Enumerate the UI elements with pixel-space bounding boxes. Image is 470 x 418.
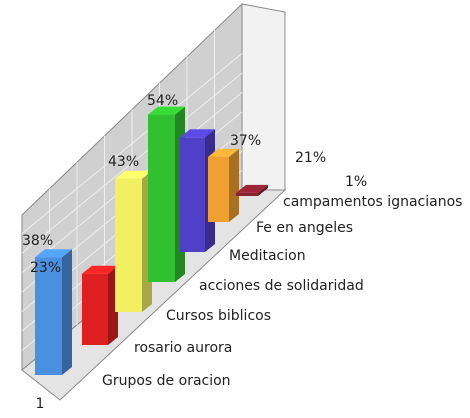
series-label: 1 (36, 396, 45, 412)
bar-top (208, 148, 239, 157)
value-label: 37% (230, 133, 261, 149)
bar-top (115, 170, 152, 179)
bar (236, 184, 268, 196)
bar-top (148, 106, 185, 115)
category-label: acciones de solidaridad (199, 278, 364, 294)
bar-top (236, 184, 268, 193)
bar (82, 265, 118, 345)
bar (148, 106, 185, 282)
bar (208, 148, 239, 222)
category-label: campamentos ignacianos (283, 194, 462, 210)
category-label: Cursos biblicos (166, 308, 271, 324)
grid-line (21, 53, 243, 234)
bar-side (258, 184, 268, 196)
bar-side (229, 148, 239, 222)
bar-top (180, 129, 215, 138)
bar-front (208, 156, 229, 222)
bar-front (180, 137, 205, 252)
bar-top (35, 249, 72, 258)
side-wall (241, 3, 286, 191)
bar-front (35, 257, 62, 375)
category-label: rosario aurora (134, 340, 232, 356)
grid-line (21, 72, 243, 254)
bar-front (236, 192, 258, 196)
category-label: Fe en angeles (256, 220, 353, 236)
value-label: 38% (22, 233, 53, 249)
value-label: 54% (147, 93, 178, 109)
value-label: 21% (295, 150, 326, 166)
bar-front (82, 273, 108, 345)
category-label: Meditacion (229, 248, 306, 264)
bar-side (62, 249, 72, 375)
bar-front (115, 178, 142, 312)
value-label: 1% (345, 174, 367, 190)
value-label: 43% (108, 154, 139, 170)
bar (35, 249, 72, 375)
bar-front (148, 114, 175, 282)
bar (115, 170, 152, 312)
value-label: 23% (30, 260, 61, 276)
bar-top (82, 265, 118, 274)
category-label: Grupos de oracion (102, 373, 231, 389)
